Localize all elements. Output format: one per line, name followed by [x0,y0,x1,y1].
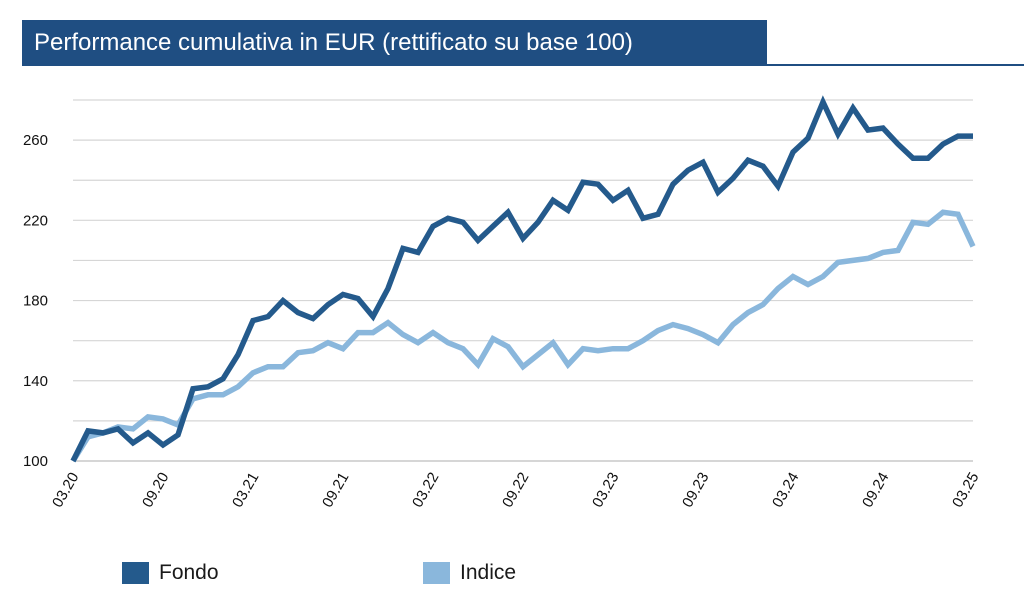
legend-label-fondo: Fondo [159,561,219,584]
x-tick-label: 09.20 [139,470,172,511]
chart-title: Performance cumulativa in EUR (rettifica… [22,20,767,66]
legend-item-indice: Indice [423,560,516,586]
legend-swatch-fondo [122,562,149,584]
legend-item-fondo: Fondo [122,560,219,586]
x-tick-label: 03.21 [229,470,262,511]
title-underline [22,64,1024,66]
x-tick-label: 03.24 [769,470,802,511]
x-tick-label: 03.23 [589,470,622,511]
legend-label-indice: Indice [460,561,517,584]
series-line-indice [70,209,976,463]
x-tick-label: 09.21 [319,470,352,511]
legend-swatch-indice [423,562,450,584]
y-tick-label: 140 [23,373,48,390]
x-axis-ticks: 03.20 09.20 03.21 09.21 03.22 09.22 03.23 09.23… [49,470,982,511]
x-tick-label: 03.20 [49,470,82,511]
x-tick-label: 03.25 [949,470,982,511]
y-tick-label: 220 [23,212,48,229]
y-tick-label: 260 [23,132,48,149]
grid-lines [73,99,973,462]
x-tick-label: 03.22 [409,470,442,511]
y-axis-ticks: 100 140 180 220 260 [23,132,48,470]
y-tick-label: 180 [23,293,48,310]
x-tick-label: 09.22 [499,470,532,511]
x-tick-label: 09.24 [859,470,892,511]
y-tick-label: 100 [23,453,48,470]
x-tick-label: 09.23 [679,470,712,511]
series-line-fondo [70,95,973,463]
series-lines [70,95,976,463]
